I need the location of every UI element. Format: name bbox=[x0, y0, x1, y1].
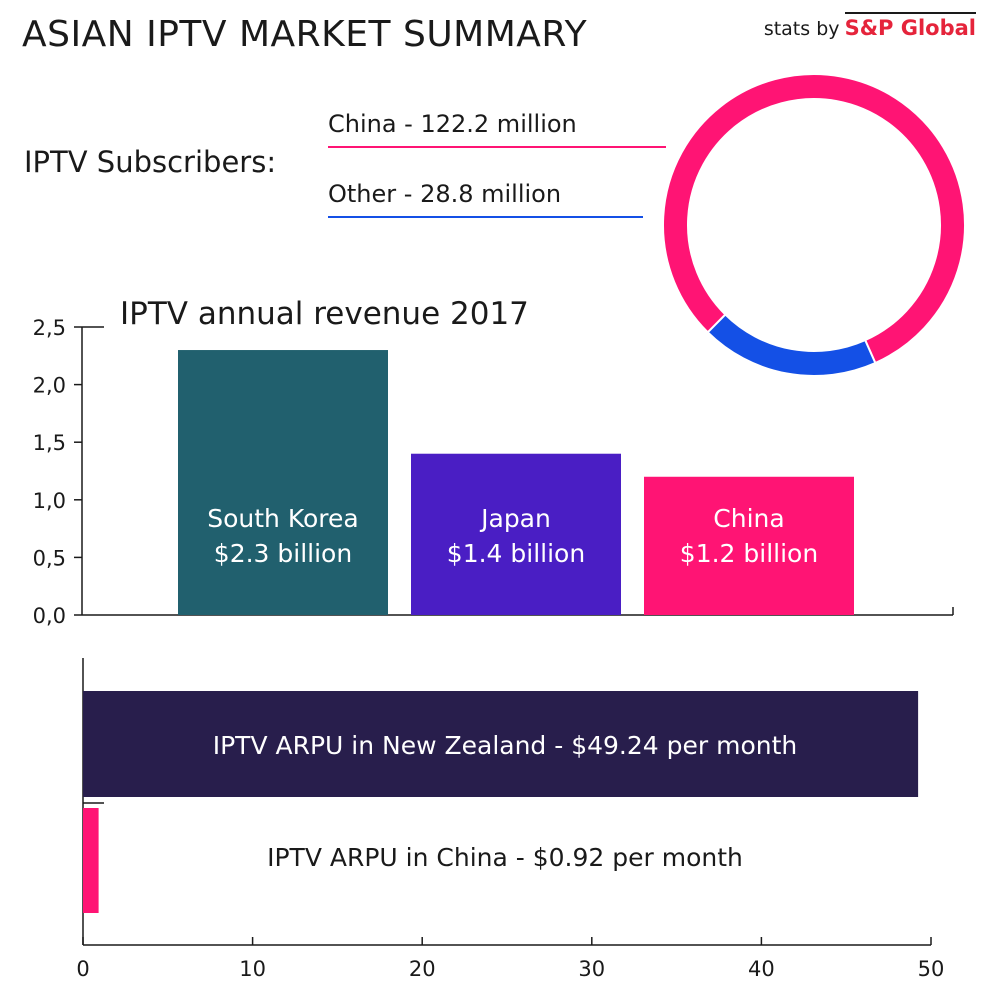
revenue-bar-south-korea bbox=[178, 350, 388, 615]
subscribers-label: IPTV Subscribers: bbox=[24, 145, 277, 179]
revenue-bar-label-value: $1.4 billion bbox=[447, 539, 585, 568]
arpu-x-tick-label: 40 bbox=[748, 957, 775, 981]
arpu-x-tick-label: 50 bbox=[918, 957, 945, 981]
arpu-x-tick-label: 10 bbox=[239, 957, 266, 981]
arpu-bar-label-china: IPTV ARPU in China - $0.92 per month bbox=[267, 843, 743, 872]
revenue-bar-japan bbox=[411, 453, 621, 615]
arpu-x-tick-label: 0 bbox=[76, 957, 89, 981]
revenue-y-tick-label: 0,0 bbox=[33, 604, 66, 628]
revenue-bar-label-name: China bbox=[713, 504, 784, 533]
arpu-bar-china bbox=[83, 808, 99, 913]
revenue-y-tick-label: 0,5 bbox=[33, 546, 66, 570]
source-credit: stats by S&P Global bbox=[763, 12, 976, 40]
revenue-bar-label-value: $2.3 billion bbox=[214, 539, 352, 568]
revenue-bar-china bbox=[644, 476, 854, 615]
donut-label-china: China - 122.2 million bbox=[328, 110, 577, 138]
arpu-bar-new-zealand bbox=[83, 691, 919, 797]
donut-label-other: Other - 28.8 million bbox=[328, 180, 561, 208]
donut-slice-china bbox=[662, 73, 966, 365]
arpu-bar-label-new-zealand: IPTV ARPU in New Zealand - $49.24 per mo… bbox=[213, 731, 798, 760]
source-prefix: stats by bbox=[763, 18, 840, 40]
arpu-x-tick-label: 30 bbox=[578, 957, 605, 981]
source-brand-logo: S&P Global bbox=[844, 12, 976, 40]
revenue-bar-label-value: $1.2 billion bbox=[680, 539, 818, 568]
revenue-y-tick-label: 2,5 bbox=[33, 316, 66, 340]
revenue-chart-title: IPTV annual revenue 2017 bbox=[120, 296, 529, 332]
donut-slice-other bbox=[706, 313, 877, 377]
revenue-y-tick-label: 1,0 bbox=[33, 489, 66, 513]
arpu-x-tick-label: 20 bbox=[409, 957, 436, 981]
page-title: ASIAN IPTV MARKET SUMMARY bbox=[22, 14, 588, 55]
revenue-bar-label-name: South Korea bbox=[207, 504, 358, 533]
revenue-y-tick-label: 1,5 bbox=[33, 431, 66, 455]
revenue-y-tick-label: 2,0 bbox=[33, 374, 66, 398]
revenue-bar-label-name: Japan bbox=[479, 504, 551, 533]
